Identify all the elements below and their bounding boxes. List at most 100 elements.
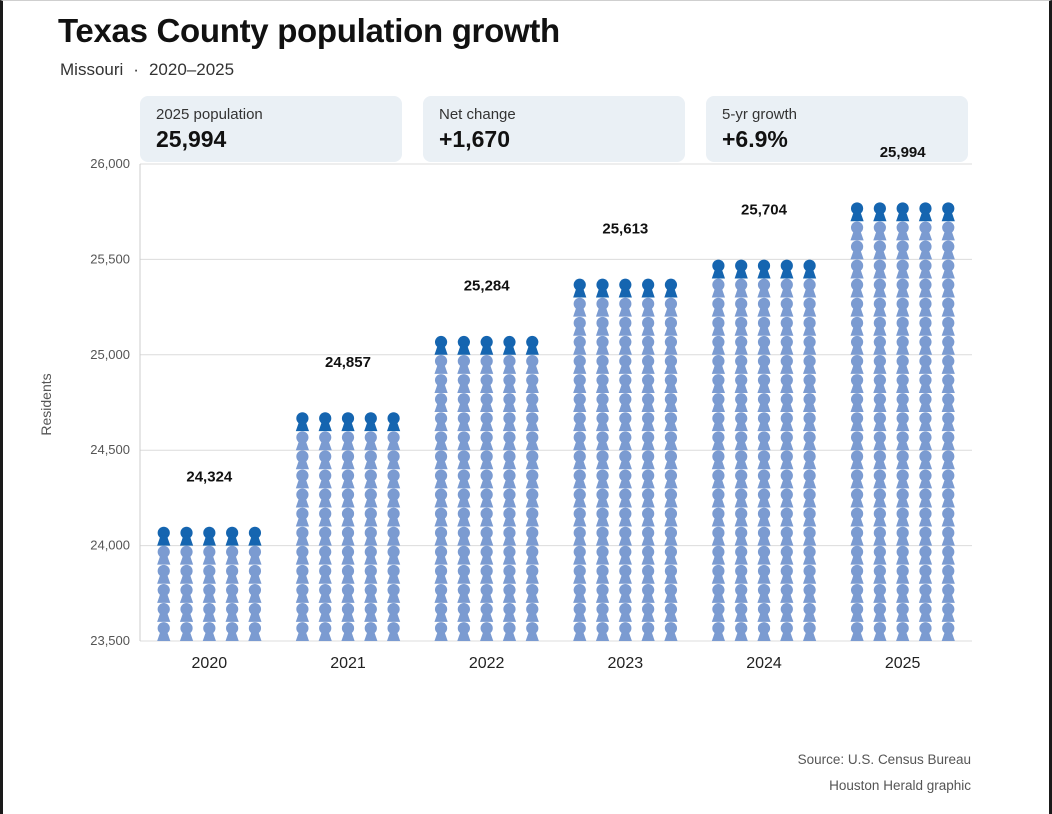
person-icon: [318, 526, 332, 546]
person-icon: [641, 583, 655, 603]
person-icon: [641, 374, 655, 393]
person-icon: [595, 622, 610, 641]
person-icon: [179, 545, 194, 565]
person-icon: [641, 603, 655, 622]
person-icon: [525, 564, 539, 584]
person-icon: [780, 412, 794, 432]
person-icon: [641, 564, 655, 584]
person-icon: [850, 603, 864, 622]
person-icon: [664, 374, 678, 393]
x-tick-label: 2020: [192, 655, 228, 672]
person-icon: [502, 412, 517, 432]
person-icon: [780, 603, 794, 622]
person-icon: [896, 564, 910, 584]
person-icon: [896, 488, 910, 508]
person-icon: [780, 335, 794, 355]
person-icon: [873, 583, 887, 603]
pictograph-chart: 23,500 24,000 24,500 25,000 25,500 26,000 Resi…: [38, 144, 972, 672]
person-icon: [734, 393, 748, 413]
person-icon: [434, 564, 448, 584]
person-icon: [295, 603, 309, 622]
person-icon: [664, 526, 678, 546]
person-icon: [641, 297, 655, 317]
person-icon: [803, 297, 817, 317]
person-icon: [573, 278, 587, 298]
person-icon: [641, 526, 655, 546]
person-icon: [803, 564, 817, 584]
person-icon: [364, 450, 378, 470]
person-icon: [664, 278, 678, 298]
person-icon: [573, 355, 587, 374]
person-icon: [525, 355, 539, 374]
person-icon: [896, 507, 910, 527]
person-icon: [573, 374, 587, 393]
person-icon: [595, 316, 610, 336]
person-icon: [618, 488, 632, 508]
person-icon: [850, 622, 864, 641]
person-icon: [641, 469, 655, 489]
person-icon: [918, 259, 933, 279]
person-icon: [873, 564, 887, 584]
person-icon: [873, 221, 887, 241]
person-icon: [850, 297, 864, 317]
person-icon: [780, 622, 794, 641]
person-icon: [918, 412, 933, 432]
person-icon: [502, 374, 517, 393]
person-icon: [457, 374, 471, 393]
stat-card-label: 5-yr growth: [722, 106, 798, 123]
person-icon: [803, 374, 817, 393]
person-icon: [873, 240, 887, 260]
person-icon: [896, 316, 910, 336]
person-icon: [850, 316, 864, 336]
person-icon: [434, 431, 448, 451]
person-icon: [434, 488, 448, 508]
person-icon: [434, 583, 448, 603]
person-icon: [918, 335, 933, 355]
person-icon: [480, 526, 494, 546]
data-label: 25,284: [464, 278, 511, 295]
person-icon: [873, 450, 887, 470]
person-icon: [525, 393, 539, 413]
person-icon: [434, 450, 448, 470]
person-icon: [502, 469, 517, 489]
person-icon: [641, 545, 655, 565]
person-icon: [480, 393, 494, 413]
person-icon: [896, 374, 910, 393]
person-icon: [457, 507, 471, 527]
stat-card-net-change: Net change +1,670: [423, 96, 685, 162]
person-icon: [711, 526, 725, 546]
person-icon: [803, 316, 817, 336]
person-icon: [387, 603, 401, 622]
person-icon: [295, 622, 309, 641]
person-icon: [595, 297, 610, 317]
person-icon: [618, 450, 632, 470]
person-icon: [941, 374, 955, 393]
person-icon: [202, 564, 216, 584]
person-icon: [803, 622, 817, 641]
person-icon: [179, 583, 194, 603]
person-icon: [295, 583, 309, 603]
person-icon: [896, 431, 910, 451]
person-icon: [873, 469, 887, 489]
person-icon: [457, 526, 471, 546]
person-icon: [525, 545, 539, 565]
person-icon: [341, 469, 355, 489]
person-icon: [457, 469, 471, 489]
person-icon: [896, 469, 910, 489]
person-icon: [318, 450, 332, 470]
person-icon: [573, 526, 587, 546]
person-icon: [480, 603, 494, 622]
person-icon: [896, 622, 910, 641]
person-icon: [850, 545, 864, 565]
person-icon: [757, 412, 771, 432]
person-icon: [757, 374, 771, 393]
person-icon: [202, 545, 216, 565]
person-icon: [457, 393, 471, 413]
person-icon: [780, 469, 794, 489]
person-icon: [896, 259, 910, 279]
person-icon: [711, 507, 725, 527]
person-icon: [225, 622, 239, 641]
person-icon: [248, 603, 262, 622]
person-icon: [734, 469, 748, 489]
person-icon: [225, 545, 239, 565]
